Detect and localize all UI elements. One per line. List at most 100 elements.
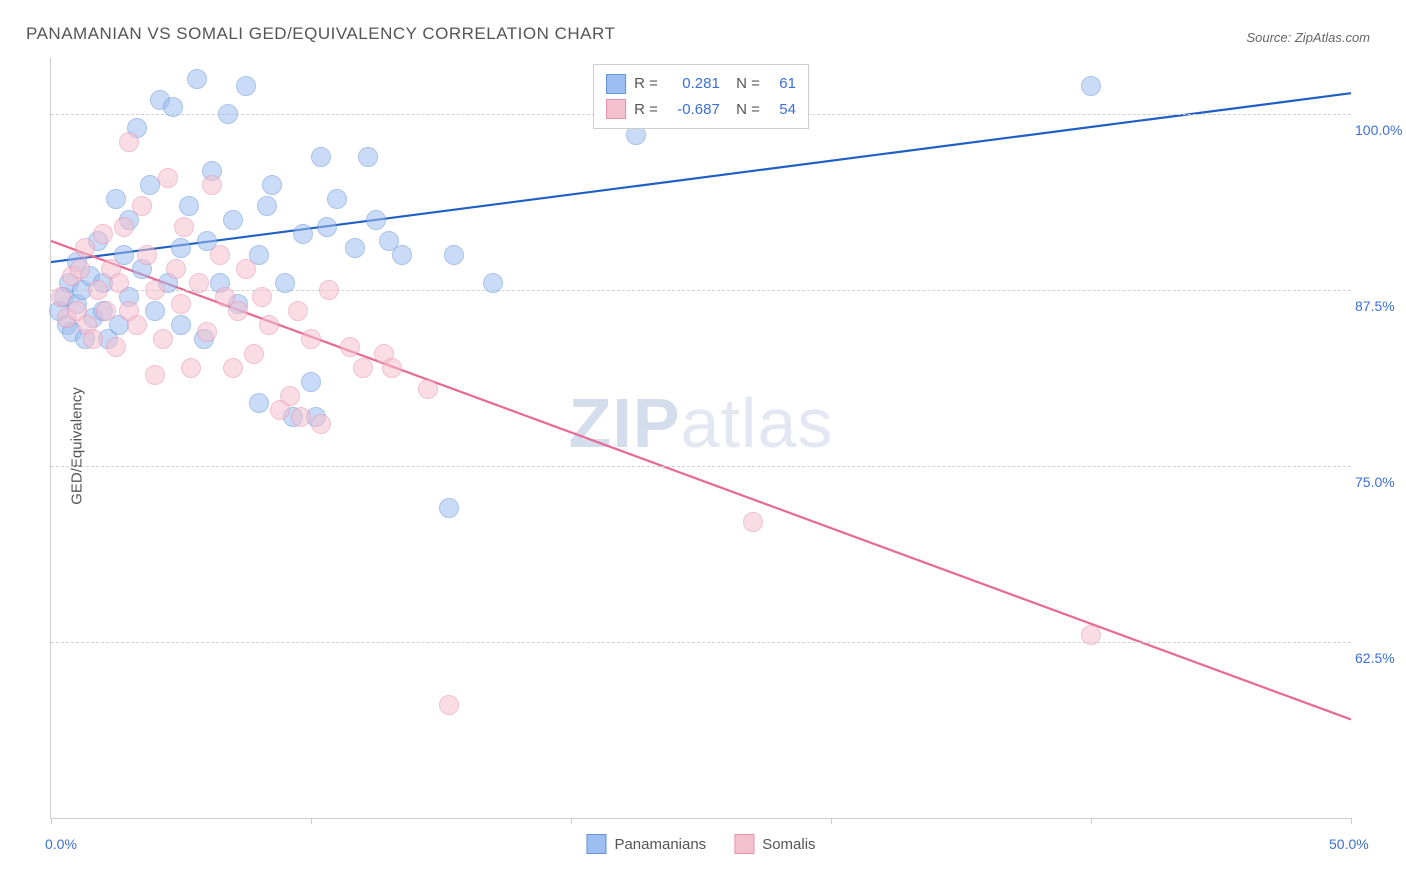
scatter-point xyxy=(257,196,277,216)
legend-swatch xyxy=(606,74,626,94)
scatter-point xyxy=(311,414,331,434)
scatter-point xyxy=(171,315,191,335)
scatter-point xyxy=(187,69,207,89)
scatter-point xyxy=(439,498,459,518)
legend-n-label: N = xyxy=(728,71,760,97)
watermark: ZIPatlas xyxy=(569,383,834,463)
scatter-point xyxy=(382,358,402,378)
scatter-point xyxy=(189,273,209,293)
y-tick-label: 62.5% xyxy=(1355,650,1406,666)
scatter-point xyxy=(327,189,347,209)
scatter-point xyxy=(93,224,113,244)
legend-n-value: 61 xyxy=(768,71,796,97)
scatter-point xyxy=(236,259,256,279)
x-tick-label: 0.0% xyxy=(45,836,77,852)
scatter-point xyxy=(291,407,311,427)
chart-plot-area: ZIPatlas R =0.281 N =61R =-0.687 N =54 P… xyxy=(50,58,1351,819)
x-tick-mark xyxy=(571,818,572,824)
scatter-point xyxy=(174,217,194,237)
legend-n-label: N = xyxy=(728,97,760,123)
scatter-point xyxy=(106,337,126,357)
gridline xyxy=(51,290,1351,291)
scatter-point xyxy=(249,393,269,413)
scatter-point xyxy=(132,196,152,216)
scatter-point xyxy=(301,329,321,349)
gridline xyxy=(51,466,1351,467)
scatter-point xyxy=(75,238,95,258)
scatter-point xyxy=(311,147,331,167)
scatter-point xyxy=(418,379,438,399)
scatter-point xyxy=(259,315,279,335)
y-tick-label: 100.0% xyxy=(1355,122,1406,138)
scatter-point xyxy=(140,175,160,195)
scatter-point xyxy=(1081,76,1101,96)
scatter-point xyxy=(171,294,191,314)
scatter-point xyxy=(127,315,147,335)
regression-lines xyxy=(51,58,1351,818)
series-legend-item: Somalis xyxy=(734,834,815,854)
scatter-point xyxy=(166,259,186,279)
x-tick-mark xyxy=(311,818,312,824)
scatter-point xyxy=(340,337,360,357)
scatter-point xyxy=(158,168,178,188)
scatter-point xyxy=(96,301,116,321)
scatter-point xyxy=(319,280,339,300)
scatter-point xyxy=(106,189,126,209)
scatter-point xyxy=(119,132,139,152)
scatter-point xyxy=(366,210,386,230)
series-legend-label: Panamanians xyxy=(614,836,706,853)
legend-r-label: R = xyxy=(634,97,658,123)
scatter-point xyxy=(171,238,191,258)
scatter-point xyxy=(288,301,308,321)
scatter-point xyxy=(88,280,108,300)
scatter-point xyxy=(202,175,222,195)
legend-row: R =-0.687 N =54 xyxy=(606,97,796,123)
legend-swatch xyxy=(586,834,606,854)
legend-row: R = 0.281 N = 61 xyxy=(606,71,796,97)
x-tick-label: 50.0% xyxy=(1329,836,1369,852)
scatter-point xyxy=(439,695,459,715)
scatter-point xyxy=(137,245,157,265)
scatter-point xyxy=(275,273,295,293)
scatter-point xyxy=(392,245,412,265)
scatter-point xyxy=(301,372,321,392)
legend-r-label: R = xyxy=(634,71,658,97)
scatter-point xyxy=(743,512,763,532)
x-tick-mark xyxy=(51,818,52,824)
scatter-point xyxy=(210,245,230,265)
scatter-point xyxy=(236,76,256,96)
scatter-point xyxy=(83,329,103,349)
scatter-point xyxy=(223,210,243,230)
scatter-point xyxy=(1081,625,1101,645)
scatter-point xyxy=(145,301,165,321)
x-tick-mark xyxy=(1351,818,1352,824)
scatter-point xyxy=(228,301,248,321)
x-tick-mark xyxy=(1091,818,1092,824)
legend-r-value: 0.281 xyxy=(666,71,720,97)
scatter-point xyxy=(293,224,313,244)
scatter-point xyxy=(223,358,243,378)
scatter-point xyxy=(444,245,464,265)
legend-swatch xyxy=(606,99,626,119)
series-legend: Panamanians Somalis xyxy=(586,834,815,854)
legend-swatch xyxy=(734,834,754,854)
gridline xyxy=(51,642,1351,643)
scatter-point xyxy=(317,217,337,237)
scatter-point xyxy=(218,104,238,124)
scatter-point xyxy=(358,147,378,167)
scatter-point xyxy=(114,217,134,237)
scatter-point xyxy=(244,344,264,364)
scatter-point xyxy=(179,196,199,216)
x-tick-mark xyxy=(831,818,832,824)
scatter-point xyxy=(109,273,129,293)
series-legend-item: Panamanians xyxy=(586,834,706,854)
chart-title: PANAMANIAN VS SOMALI GED/EQUIVALENCY COR… xyxy=(26,24,615,44)
scatter-point xyxy=(197,322,217,342)
scatter-point xyxy=(181,358,201,378)
correlation-legend: R =0.281 N =61R =-0.687 N =54 xyxy=(593,64,809,129)
legend-n-value: 54 xyxy=(768,97,796,123)
scatter-point xyxy=(252,287,272,307)
scatter-point xyxy=(483,273,503,293)
scatter-point xyxy=(163,97,183,117)
source-label: Source: ZipAtlas.com xyxy=(1246,30,1370,45)
